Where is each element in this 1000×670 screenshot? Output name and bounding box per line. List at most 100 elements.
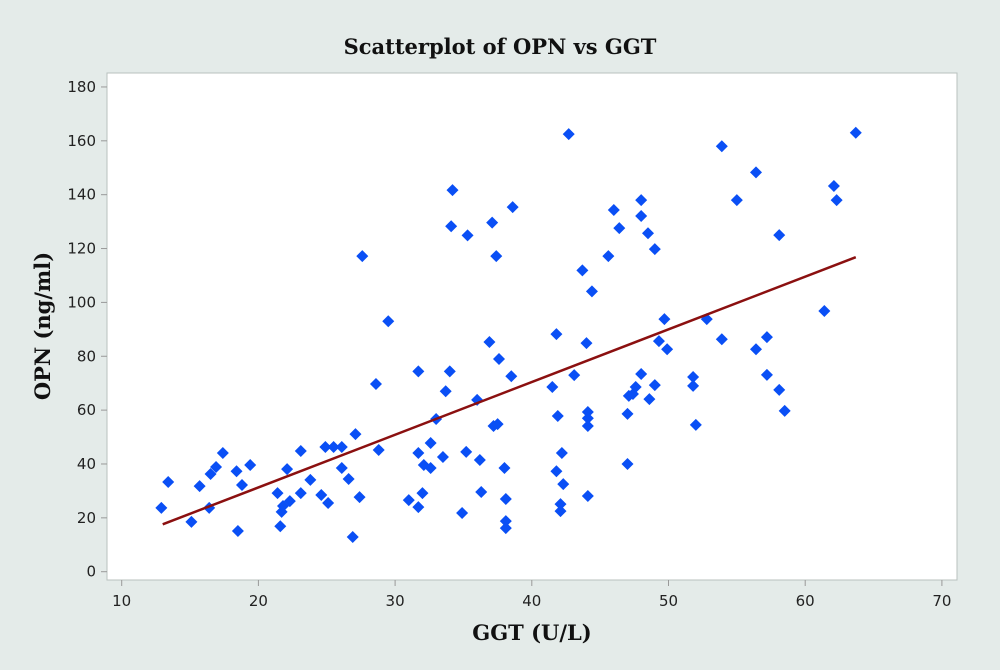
data-point xyxy=(551,410,564,423)
data-point xyxy=(505,370,518,383)
data-point xyxy=(648,379,661,392)
x-tick-label: 30 xyxy=(386,592,405,610)
data-point xyxy=(492,352,505,365)
data-point xyxy=(773,229,786,242)
plot-area xyxy=(106,72,958,581)
data-point xyxy=(506,201,519,214)
data-point xyxy=(436,450,449,463)
data-point xyxy=(315,488,328,501)
data-point xyxy=(499,522,512,535)
data-point xyxy=(443,365,456,378)
data-point xyxy=(760,368,773,381)
data-point xyxy=(576,264,589,277)
data-point xyxy=(372,443,385,456)
data-point xyxy=(424,436,437,449)
data-point xyxy=(498,462,511,475)
data-point xyxy=(185,515,198,528)
data-point xyxy=(827,180,840,193)
data-point xyxy=(369,377,382,390)
data-point xyxy=(830,194,843,207)
y-tick-label: 80 xyxy=(77,347,96,365)
data-point xyxy=(658,313,671,326)
data-point xyxy=(749,343,762,356)
y-tick-label: 180 xyxy=(67,78,96,96)
y-tick-label: 140 xyxy=(67,186,96,204)
data-point xyxy=(412,501,425,514)
data-point xyxy=(629,380,642,393)
data-point xyxy=(424,462,437,475)
data-point xyxy=(445,220,458,233)
data-point xyxy=(581,406,594,419)
data-point xyxy=(353,491,366,504)
x-tick-label: 50 xyxy=(659,592,678,610)
data-point xyxy=(849,126,862,139)
y-tick-label: 100 xyxy=(67,293,96,311)
y-tick-label: 160 xyxy=(67,132,96,150)
data-point xyxy=(499,492,512,505)
y-tick-label: 40 xyxy=(77,455,96,473)
data-point xyxy=(461,229,474,242)
data-point xyxy=(294,445,307,458)
data-point xyxy=(499,515,512,528)
data-point xyxy=(204,467,217,480)
x-axis: 10 20 30 40 50 60 70 xyxy=(112,580,951,610)
y-tick-label: 120 xyxy=(67,240,96,258)
data-point xyxy=(349,428,362,441)
data-point xyxy=(319,441,332,454)
data-point xyxy=(661,343,674,356)
data-point xyxy=(210,460,223,473)
data-point xyxy=(546,380,559,393)
data-point xyxy=(550,328,563,341)
y-tick-label: 60 xyxy=(77,401,96,419)
data-point xyxy=(274,520,287,533)
data-point xyxy=(342,473,355,486)
data-point xyxy=(635,194,648,207)
data-point xyxy=(602,250,615,263)
data-point xyxy=(557,478,570,491)
y-axis: 0 20 40 60 80 100 120 140 160 180 xyxy=(67,78,107,581)
x-tick-label: 20 xyxy=(249,592,268,610)
data-point xyxy=(304,473,317,486)
data-point xyxy=(550,465,563,478)
data-point xyxy=(446,184,459,197)
data-point xyxy=(155,501,168,514)
data-point xyxy=(687,370,700,383)
data-point xyxy=(475,485,488,498)
data-point xyxy=(652,335,665,348)
data-points xyxy=(155,126,862,543)
data-point xyxy=(715,140,728,153)
data-point xyxy=(456,506,469,519)
data-point xyxy=(562,128,575,141)
data-point xyxy=(581,412,594,425)
data-point xyxy=(244,459,257,472)
data-point xyxy=(382,315,395,328)
data-point xyxy=(580,337,593,350)
data-point xyxy=(402,494,415,507)
data-point xyxy=(335,462,348,475)
data-point xyxy=(356,250,369,263)
data-point xyxy=(439,385,452,398)
data-point xyxy=(346,530,359,543)
data-point xyxy=(621,457,634,470)
data-point xyxy=(555,446,568,459)
data-point xyxy=(271,487,284,500)
data-point xyxy=(643,393,656,406)
data-point xyxy=(635,209,648,222)
data-point xyxy=(483,335,496,348)
data-point xyxy=(635,368,648,381)
data-point xyxy=(773,383,786,396)
data-point xyxy=(491,418,504,431)
data-point xyxy=(322,497,335,510)
data-point xyxy=(327,441,340,454)
x-tick-label: 60 xyxy=(796,592,815,610)
data-point xyxy=(607,204,620,217)
data-point xyxy=(473,453,486,466)
data-point xyxy=(585,285,598,298)
regression-line xyxy=(162,255,857,526)
data-point xyxy=(568,369,581,382)
data-point xyxy=(778,404,791,417)
y-tick-label: 0 xyxy=(86,563,96,581)
data-point xyxy=(641,227,654,240)
data-point xyxy=(554,498,567,511)
data-point xyxy=(715,333,728,346)
